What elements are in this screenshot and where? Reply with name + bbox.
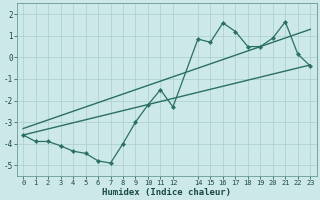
X-axis label: Humidex (Indice chaleur): Humidex (Indice chaleur)	[102, 188, 231, 197]
